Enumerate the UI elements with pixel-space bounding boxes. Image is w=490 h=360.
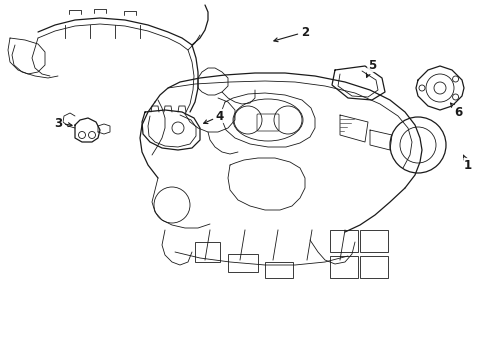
Text: 3: 3 bbox=[54, 117, 72, 130]
Text: 6: 6 bbox=[451, 103, 462, 118]
Text: 2: 2 bbox=[274, 26, 309, 42]
Text: 5: 5 bbox=[367, 59, 376, 77]
Text: 4: 4 bbox=[204, 109, 224, 123]
Text: 1: 1 bbox=[464, 155, 472, 171]
